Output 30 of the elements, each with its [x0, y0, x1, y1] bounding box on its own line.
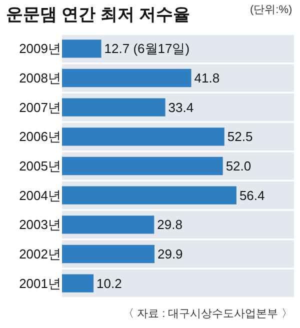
bar	[62, 40, 102, 58]
y-tick-label: 2007년	[19, 100, 61, 115]
y-tick-label: 2002년	[19, 246, 61, 262]
bar	[62, 216, 154, 234]
data-label: 29.8	[157, 217, 182, 232]
y-tick-label: 2009년	[19, 41, 61, 56]
chart-title: 운문댐 연간 최저 저수율	[6, 5, 190, 24]
data-label: 33.4	[168, 100, 194, 115]
bar	[62, 128, 224, 146]
bar	[62, 244, 154, 264]
data-label: 29.9	[157, 246, 183, 262]
text: 〈 자료 : 대구시상수도사업본부 〉	[123, 308, 292, 320]
text: (단위:%)	[250, 4, 292, 16]
bar	[62, 156, 223, 176]
data-label: 56.4	[239, 188, 265, 203]
y-tick-label: 2005년	[19, 158, 61, 174]
bar	[62, 274, 94, 292]
bar	[62, 68, 192, 88]
y-tick-label: 2003년	[19, 217, 61, 232]
data-label: 52.0	[226, 158, 252, 174]
y-tick-label: 2001년	[19, 276, 61, 291]
data-label: 41.8	[194, 70, 220, 86]
bar	[62, 186, 236, 204]
data-label: 10.2	[96, 276, 122, 291]
y-tick-label: 2006년	[19, 129, 61, 144]
y-tick-label: 2004년	[19, 188, 61, 203]
bar	[62, 98, 166, 116]
data-label: 52.5	[227, 129, 253, 144]
y-tick-label: 2008년	[19, 70, 61, 86]
data-label: 12.7 (6월17일)	[104, 41, 190, 56]
